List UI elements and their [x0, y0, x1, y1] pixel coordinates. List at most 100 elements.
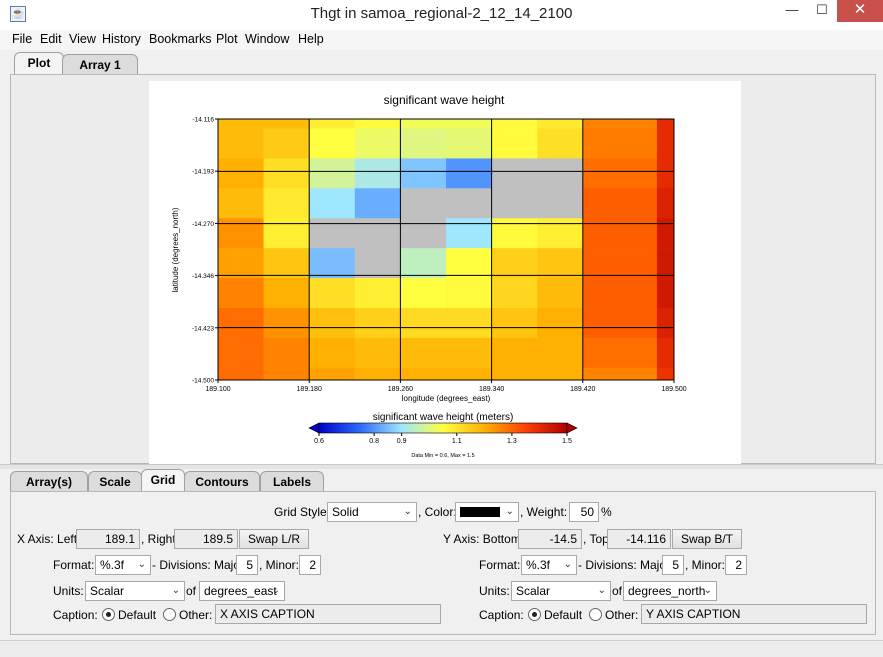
y-caption-input[interactable]: Y AXIS CAPTION [641, 604, 867, 624]
y-minor-label: , Minor: [685, 558, 726, 572]
x-of-select[interactable]: degrees_east ⌄ [199, 581, 285, 601]
x-units-value: Scalar [90, 584, 125, 598]
heatmap-cell [218, 367, 236, 381]
heatmap-cell [235, 248, 264, 279]
heatmap-cell [582, 188, 629, 219]
menu-history[interactable]: History [102, 32, 141, 46]
close-button[interactable]: ✕ [837, 0, 883, 22]
heatmap-cell [354, 188, 401, 219]
tab-labels[interactable]: Labels [260, 471, 324, 491]
x-tick-label: 189.340 [479, 386, 504, 393]
split-divider[interactable] [0, 464, 883, 469]
tab-plot[interactable]: Plot [14, 52, 64, 74]
menu-bookmarks[interactable]: Bookmarks [149, 32, 212, 46]
y-format-select[interactable]: %.3f ⌄ [521, 555, 577, 575]
y-major-input[interactable]: 5 [662, 555, 684, 575]
colorbar-tick-label: 0.9 [397, 438, 407, 445]
heatmap-cell [309, 158, 356, 189]
heatmap-cell-missing [400, 188, 447, 219]
y-of-select[interactable]: degrees_north ⌄ [623, 581, 717, 601]
tab-arrays[interactable]: Array(s) [10, 471, 88, 491]
y-axis-top-field[interactable]: -14.116 [607, 529, 671, 549]
tab-contours[interactable]: Contours [184, 471, 260, 491]
heatmap-cell [263, 367, 310, 381]
tab-scale[interactable]: Scale [88, 471, 142, 491]
heatmap-cell [235, 128, 264, 159]
tab-grid[interactable]: Grid [141, 469, 185, 491]
heatmap-cell-missing [537, 188, 584, 219]
heatmap-cell [491, 307, 538, 339]
heatmap-cell [309, 307, 356, 339]
x-units-label: Units: [53, 584, 84, 598]
heatmap-cell [446, 278, 492, 309]
x-minor-input[interactable]: 2 [299, 555, 321, 575]
menu-window[interactable]: Window [245, 32, 290, 46]
y-tick-label: -14.116 [192, 117, 214, 124]
heatmap-cell [656, 188, 675, 219]
colorbar-tick-label: 0.6 [314, 438, 324, 445]
heatmap-cell [400, 307, 447, 339]
heatmap-cell [656, 158, 675, 189]
swap-bt-button[interactable]: Swap B/T [672, 529, 742, 549]
heatmap-cell [218, 248, 236, 279]
colorbar-tick-label: 0.8 [369, 438, 379, 445]
chevron-down-icon: ⌄ [505, 506, 514, 517]
heatmap-cell [400, 119, 447, 129]
x-divisions-label: - Divisions: Major: [152, 558, 248, 572]
x-axis-ticks: 189.100 189.180 189.260 189.340 189.420 189.5… [205, 380, 687, 393]
heatmap-cell-missing [309, 218, 356, 249]
heatmap-cell [628, 119, 658, 129]
x-caption-input[interactable]: X AXIS CAPTION [215, 604, 441, 624]
y-axis-bottom-field[interactable]: -14.5 [518, 529, 582, 549]
colorbar-tick-label: 1.1 [452, 438, 462, 445]
grid-weight-input[interactable]: 50 [569, 502, 599, 522]
x-caption-other-radio[interactable] [163, 608, 176, 621]
colorbar-high-arrow [566, 422, 578, 434]
y-units-select[interactable]: Scalar ⌄ [511, 581, 611, 601]
heatmap-cell [656, 278, 675, 309]
x-caption-default-radio[interactable] [102, 608, 115, 621]
heatmap-cell [537, 248, 584, 279]
heatmap-cell [537, 218, 584, 249]
x-tick-label: 189.180 [297, 386, 322, 393]
y-caption-default-radio[interactable] [528, 608, 541, 621]
grid-color-select[interactable]: ⌄ [455, 502, 519, 522]
x-units-select[interactable]: Scalar ⌄ [85, 581, 185, 601]
heatmap-cell [656, 337, 675, 369]
grid-weight-unit: % [601, 505, 612, 519]
menu-view[interactable]: View [69, 32, 96, 46]
tab-array-1[interactable]: Array 1 [62, 54, 138, 74]
java-app-icon: ☕ [10, 6, 26, 22]
grid-style-label: Grid Style: [274, 505, 331, 519]
heatmap-cell [491, 278, 538, 309]
y-minor-input[interactable]: 2 [725, 555, 747, 575]
heatmap-cells [218, 119, 675, 381]
heatmap-cell [582, 278, 629, 309]
heatmap-cell [263, 188, 310, 219]
menu-file[interactable]: File [12, 32, 33, 46]
heatmap-cell [235, 278, 264, 309]
grid-style-select[interactable]: Solid ⌄ [327, 502, 417, 522]
y-caption-other-radio[interactable] [589, 608, 602, 621]
heatmap-cell [491, 248, 538, 279]
menu-plot[interactable]: Plot [216, 32, 238, 46]
heatmap-cell [491, 337, 538, 369]
heatmap-cell [400, 278, 447, 309]
maximize-button[interactable]: ☐ [816, 2, 828, 17]
heatmap-cell [309, 337, 356, 369]
minimize-button[interactable]: — [785, 2, 799, 17]
menu-edit[interactable]: Edit [40, 32, 62, 46]
heatmap-cell [218, 158, 236, 189]
heatmap-cell [354, 128, 401, 159]
y-caption-other-label: Other: [605, 608, 639, 622]
y-tick-label: -14.500 [192, 378, 214, 385]
x-format-select[interactable]: %.3f ⌄ [95, 555, 151, 575]
title-bar: ☕ Thgt in samoa_regional-2_12_14_2100 — … [0, 0, 883, 31]
menu-help[interactable]: Help [298, 32, 324, 46]
x-axis-left-field[interactable]: 189.1 [76, 529, 140, 549]
x-major-input[interactable]: 5 [236, 555, 258, 575]
x-axis-left-label: X Axis: Left [17, 532, 78, 546]
heatmap-chart: significant wave height 189.100 189.180 18… [171, 93, 687, 459]
swap-lr-button[interactable]: Swap L/R [239, 529, 309, 549]
x-axis-right-field[interactable]: 189.5 [174, 529, 238, 549]
